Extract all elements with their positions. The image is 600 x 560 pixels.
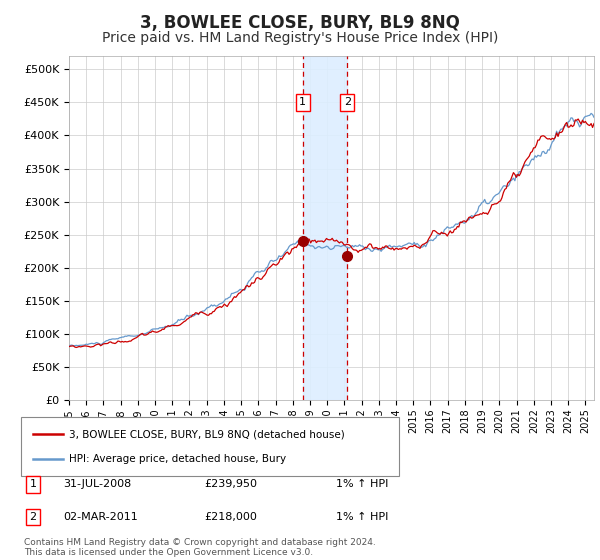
Text: 02-MAR-2011: 02-MAR-2011	[63, 512, 138, 522]
Text: 3, BOWLEE CLOSE, BURY, BL9 8NQ: 3, BOWLEE CLOSE, BURY, BL9 8NQ	[140, 14, 460, 32]
Text: 2: 2	[29, 512, 37, 522]
Text: 1: 1	[29, 479, 37, 489]
Text: Price paid vs. HM Land Registry's House Price Index (HPI): Price paid vs. HM Land Registry's House …	[102, 31, 498, 45]
Text: 31-JUL-2008: 31-JUL-2008	[63, 479, 131, 489]
Text: Contains HM Land Registry data © Crown copyright and database right 2024.
This d: Contains HM Land Registry data © Crown c…	[24, 538, 376, 557]
Text: HPI: Average price, detached house, Bury: HPI: Average price, detached house, Bury	[69, 454, 286, 464]
Text: 1% ↑ HPI: 1% ↑ HPI	[336, 479, 388, 489]
Text: 3, BOWLEE CLOSE, BURY, BL9 8NQ (detached house): 3, BOWLEE CLOSE, BURY, BL9 8NQ (detached…	[69, 430, 345, 440]
Text: 1% ↑ HPI: 1% ↑ HPI	[336, 512, 388, 522]
Text: 1: 1	[299, 97, 306, 108]
Text: 2: 2	[344, 97, 351, 108]
Text: £239,950: £239,950	[204, 479, 257, 489]
Text: £218,000: £218,000	[204, 512, 257, 522]
Bar	[303, 56, 347, 400]
